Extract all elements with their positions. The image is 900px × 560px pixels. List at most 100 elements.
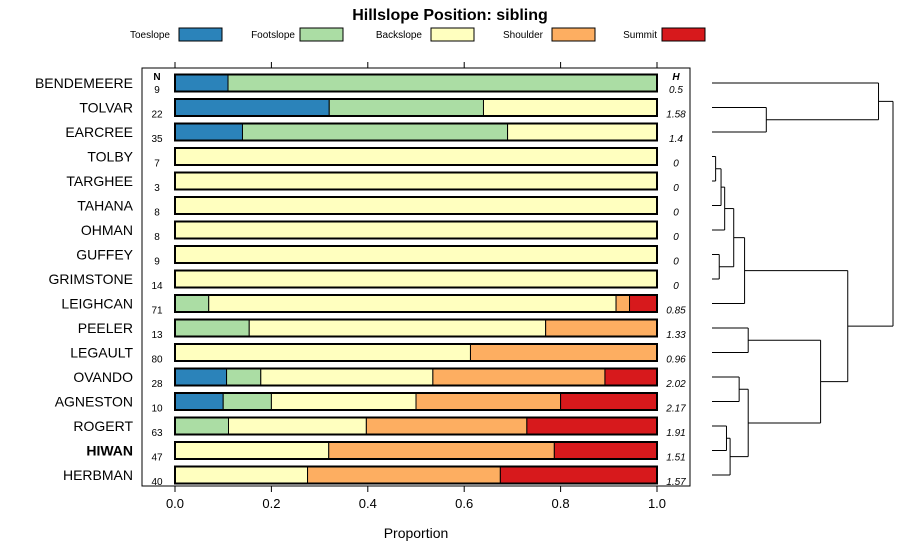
row-label: GRIMSTONE [48,271,133,287]
bar-segment-footslope [226,368,262,386]
x-tick-label: 0.6 [455,496,473,511]
bar-segment-shoulder [328,441,555,460]
legend-label-summit: Summit [623,30,657,41]
bar-segment-toeslope [174,74,229,92]
bar-segment-footslope [328,98,484,117]
x-tick-label: 0.8 [552,496,570,511]
legend-swatch-toeslope [178,27,223,42]
row-label: HERBMAN [63,467,133,483]
n-value: 22 [151,110,163,121]
row-legault: LEGAULT 80 0.96 [70,343,686,366]
row-label: HIWAN [86,443,133,459]
row-label: BENDEMEERE [35,75,133,91]
h-value: 0.5 [669,85,683,96]
n-value: 40 [151,477,163,488]
bar-segment-shoulder [365,417,528,435]
row-hiwan: HIWAN 47 1.51 [86,441,686,464]
legend-swatch-footslope [299,27,344,42]
bar-segment-backslope [248,319,547,337]
row-ovando: OVANDO 28 2.02 [73,367,686,390]
bar-outline [174,318,658,338]
legend-label-backslope: Backslope [376,30,423,41]
n-value: 7 [154,159,160,170]
bar-segment-summit [553,441,658,460]
h-value: 1.91 [666,428,685,439]
x-tick-label: 1.0 [648,496,666,511]
plot-frame [141,67,691,487]
n-value: 35 [151,134,163,145]
h-value: 0 [673,232,679,243]
x-axis: 0.0 0.2 0.4 0.6 0.8 1.0 [166,62,666,511]
bar-segment-toeslope [174,368,228,386]
row-rogert: ROGERT 63 1.91 [73,416,686,439]
x-axis-label: Proportion [384,525,449,541]
row-label: GUFFEY [76,247,133,263]
bar-outline [174,294,658,313]
n-value: 9 [154,257,160,268]
bar-segment-backslope [174,343,471,362]
bar-segment-backslope [174,466,309,484]
h-value: 2.17 [665,404,686,415]
bar-segment-toeslope [174,98,330,117]
bar-segment-backslope [228,417,367,435]
bar-segment-shoulder [415,392,562,411]
n-value: 8 [154,232,160,243]
row-grimstone: GRIMSTONE 14 0 [48,269,679,292]
n-value: 3 [154,183,160,194]
bar-segment-shoulder [307,466,501,484]
bar-segment-footslope [174,417,230,435]
row-tahana: TAHANA 8 0 [77,196,679,219]
bar-segment-backslope [174,172,658,190]
n-value: 9 [154,85,160,96]
row-label: EARCREE [65,124,133,140]
bar-segment-backslope [208,294,617,313]
h-column-header: H [672,72,680,83]
bar-outline [174,98,658,117]
bar-segment-summit [526,417,658,435]
row-herbman: HERBMAN 40 1.57 [63,465,686,488]
h-value: 1.51 [666,453,685,464]
bar-outline [174,367,658,387]
n-value: 71 [151,306,163,317]
row-targhee: TARGHEE 3 0 [66,171,679,194]
bar-outline [174,122,658,142]
n-column-header: N [153,72,160,83]
bar-segment-backslope [270,392,417,411]
h-value: 0 [673,183,679,194]
bar-segment-backslope [174,196,658,215]
x-tick-label: 0.4 [359,496,377,511]
h-value: 0.96 [666,355,686,366]
bar-segment-backslope [174,270,658,288]
row-bendemeere: BENDEMEERE 9 0.5 [35,73,683,96]
h-value: 0 [673,281,679,292]
legend-label-footslope: Footslope [251,30,295,41]
n-value: 13 [151,330,163,341]
h-value: 1.58 [666,110,686,121]
h-value: 0.85 [666,306,686,317]
bar-outline [174,245,658,264]
legend-label-toeslope: Toeslope [130,30,170,41]
n-value: 63 [151,428,163,439]
n-value: 47 [151,453,163,464]
n-value: 80 [151,355,163,366]
row-label: TAHANA [77,198,133,214]
n-value: 8 [154,208,160,219]
x-tick-label: 0.2 [262,496,280,511]
bar-segment-toeslope [174,392,224,411]
h-value: 1.57 [666,477,686,488]
n-value: 10 [151,404,163,415]
h-value: 1.33 [666,330,686,341]
x-tick-label: 0.0 [166,496,184,511]
row-label: OVANDO [73,369,133,385]
row-label: AGNESTON [55,394,133,410]
bar-outline [174,392,658,411]
row-label: LEGAULT [70,345,133,361]
bar-outline [174,441,658,460]
bar-segment-backslope [174,147,658,166]
row-peeler: PEELER 13 1.33 [78,318,686,341]
bar-outline [174,465,658,485]
legend-label-shoulder: Shoulder [503,30,544,41]
bar-segment-backslope [174,221,658,239]
chart-title: Hillslope Position: sibling [352,7,548,24]
